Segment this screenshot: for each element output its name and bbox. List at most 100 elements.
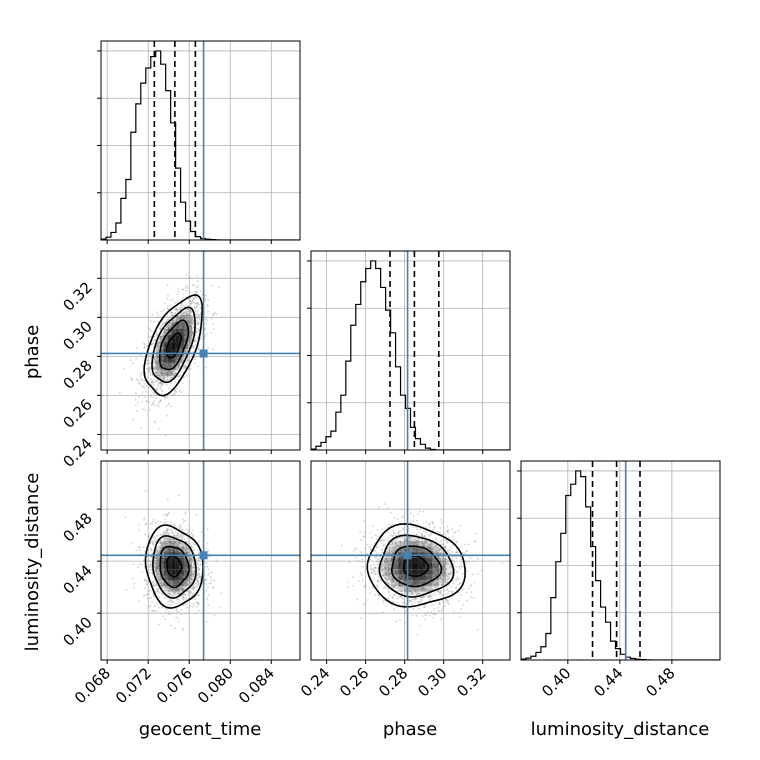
scatter-point bbox=[387, 563, 390, 566]
scatter-point bbox=[446, 575, 449, 578]
scatter-point bbox=[158, 365, 161, 368]
scatter-point bbox=[463, 588, 465, 590]
scatter-point bbox=[166, 338, 169, 341]
scatter-point bbox=[193, 569, 196, 572]
scatter-point bbox=[156, 556, 159, 559]
scatter-point bbox=[176, 358, 179, 361]
density-cell bbox=[159, 335, 164, 343]
scatter-point bbox=[197, 552, 200, 555]
scatter-point bbox=[167, 613, 170, 615]
scatter-point bbox=[190, 532, 193, 534]
scatter-point bbox=[446, 530, 449, 533]
scatter-point bbox=[404, 592, 407, 595]
scatter-point bbox=[443, 565, 446, 568]
scatter-point bbox=[195, 292, 198, 294]
scatter-point bbox=[162, 345, 164, 348]
scatter-point bbox=[155, 566, 158, 568]
scatter-point bbox=[174, 541, 177, 544]
density-cell bbox=[163, 586, 168, 592]
scatter-point bbox=[181, 584, 184, 586]
scatter-point bbox=[370, 567, 373, 570]
scatter-point bbox=[442, 543, 445, 545]
scatter-point bbox=[189, 563, 192, 565]
scatter-point bbox=[189, 302, 192, 305]
density-cell bbox=[163, 574, 168, 581]
scatter-point bbox=[420, 598, 422, 601]
scatter-point bbox=[190, 565, 193, 568]
scatter-point bbox=[456, 576, 459, 578]
scatter-point bbox=[206, 320, 209, 322]
scatter-point bbox=[152, 542, 154, 545]
scatter-point bbox=[182, 583, 185, 586]
scatter-point bbox=[158, 556, 160, 559]
scatter-point bbox=[149, 556, 152, 558]
scatter-point bbox=[138, 381, 141, 384]
scatter-point bbox=[189, 538, 191, 540]
scatter-point bbox=[168, 538, 171, 541]
scatter-point bbox=[196, 562, 199, 564]
scatter-point bbox=[187, 590, 190, 593]
density-cell bbox=[179, 586, 184, 592]
scatter-point bbox=[144, 578, 147, 581]
scatter-point bbox=[198, 576, 201, 579]
scatter-point bbox=[177, 288, 180, 290]
scatter-point bbox=[448, 577, 451, 580]
scatter-point bbox=[151, 610, 154, 613]
scatter-point bbox=[186, 582, 189, 585]
scatter-point bbox=[155, 334, 158, 337]
scatter-point bbox=[189, 303, 191, 305]
scatter-point bbox=[192, 574, 195, 577]
scatter-point bbox=[180, 304, 183, 306]
scatter-point bbox=[154, 569, 157, 571]
density-cell bbox=[171, 569, 176, 575]
scatter-point bbox=[466, 599, 468, 602]
scatter-point bbox=[188, 319, 191, 322]
scatter-point bbox=[179, 535, 182, 538]
scatter-point bbox=[409, 537, 411, 540]
scatter-point bbox=[157, 346, 159, 348]
scatter-point bbox=[428, 589, 431, 592]
scatter-point bbox=[431, 616, 434, 619]
scatter-point bbox=[148, 328, 151, 330]
scatter-point bbox=[420, 534, 423, 536]
scatter-point bbox=[185, 285, 188, 288]
scatter-point bbox=[196, 578, 199, 580]
scatter-point bbox=[459, 524, 462, 527]
scatter-point bbox=[172, 364, 175, 366]
scatter-point bbox=[179, 527, 182, 530]
scatter-point bbox=[388, 577, 391, 580]
scatter-point bbox=[166, 329, 169, 332]
density-cell bbox=[167, 574, 172, 581]
scatter-point bbox=[409, 520, 412, 523]
scatter-point bbox=[439, 527, 442, 529]
scatter-point bbox=[169, 322, 172, 324]
scatter-point bbox=[185, 540, 188, 543]
scatter-point bbox=[148, 589, 151, 592]
scatter-point bbox=[446, 598, 448, 601]
scatter-point bbox=[172, 531, 174, 534]
scatter-point bbox=[388, 550, 391, 552]
scatter-point bbox=[414, 590, 417, 593]
scatter-point bbox=[153, 384, 155, 386]
scatter-point bbox=[155, 556, 158, 559]
scatter-point bbox=[184, 315, 186, 317]
scatter-point bbox=[168, 528, 171, 531]
scatter-point bbox=[186, 314, 189, 316]
density-cell bbox=[163, 349, 168, 356]
scatter-point bbox=[159, 366, 161, 369]
scatter-point bbox=[169, 587, 171, 589]
scatter-point bbox=[158, 545, 161, 548]
scatter-point bbox=[159, 541, 162, 544]
scatter-point bbox=[206, 542, 209, 545]
scatter-point bbox=[187, 314, 190, 316]
scatter-point bbox=[171, 362, 174, 365]
scatter-point bbox=[186, 532, 189, 535]
scatter-point bbox=[161, 541, 164, 544]
scatter-point bbox=[429, 533, 432, 536]
scatter-point bbox=[392, 523, 394, 526]
scatter-point bbox=[416, 592, 419, 595]
scatter-point bbox=[403, 600, 406, 603]
scatter-point bbox=[387, 537, 390, 540]
scatter-point bbox=[359, 617, 362, 619]
scatter-point bbox=[153, 565, 156, 568]
